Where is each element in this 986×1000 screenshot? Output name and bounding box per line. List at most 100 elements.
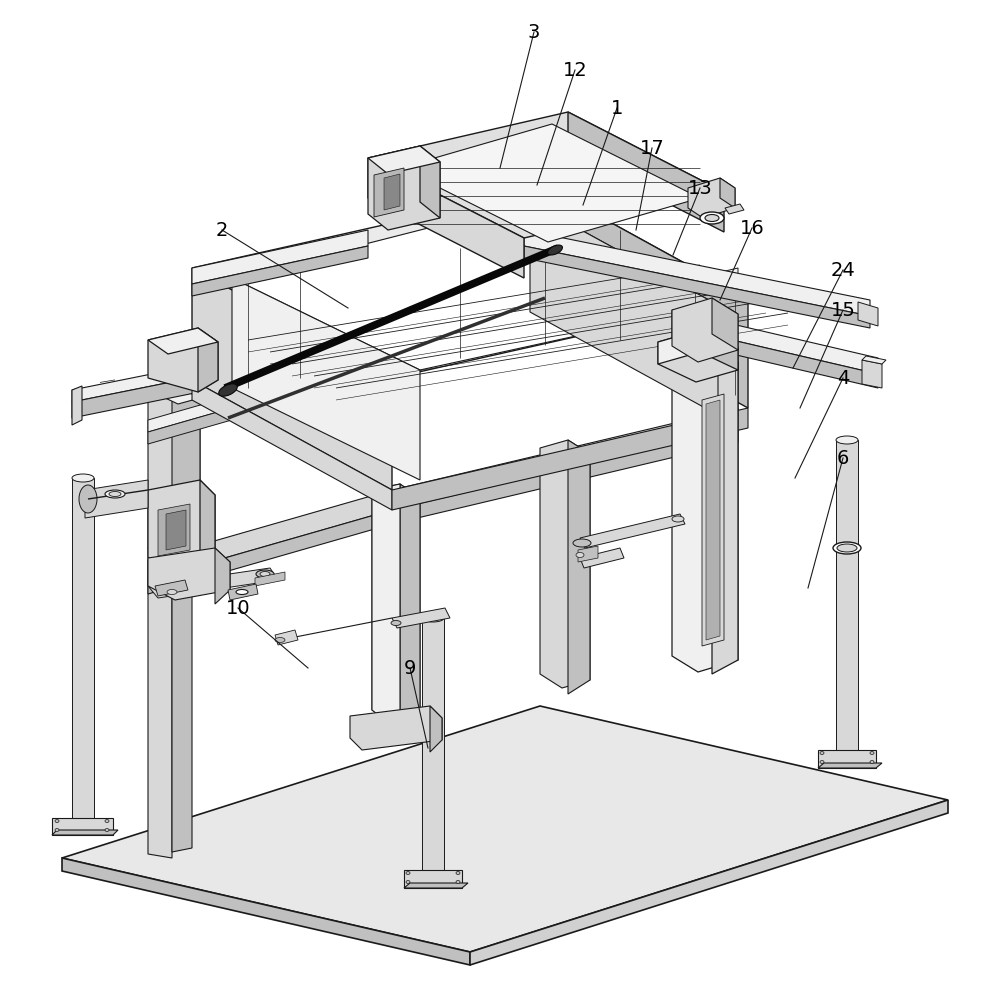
Polygon shape	[568, 440, 590, 694]
Polygon shape	[404, 870, 462, 888]
Polygon shape	[228, 584, 258, 600]
Polygon shape	[200, 480, 215, 577]
Polygon shape	[712, 346, 738, 674]
Polygon shape	[368, 146, 440, 230]
Ellipse shape	[391, 620, 401, 626]
Polygon shape	[148, 328, 218, 392]
Polygon shape	[688, 178, 735, 218]
Polygon shape	[392, 608, 450, 628]
Ellipse shape	[167, 589, 177, 594]
Text: 1: 1	[610, 99, 623, 117]
Ellipse shape	[79, 485, 97, 513]
Polygon shape	[155, 580, 188, 596]
Text: 12: 12	[563, 60, 588, 80]
Polygon shape	[52, 830, 118, 835]
Polygon shape	[368, 146, 440, 174]
Polygon shape	[672, 298, 738, 362]
Ellipse shape	[833, 542, 861, 554]
Ellipse shape	[72, 474, 94, 482]
Polygon shape	[706, 400, 720, 640]
Polygon shape	[192, 246, 368, 296]
Polygon shape	[392, 408, 738, 510]
Polygon shape	[862, 360, 882, 388]
Ellipse shape	[836, 436, 858, 444]
Ellipse shape	[870, 760, 874, 764]
Polygon shape	[148, 490, 392, 580]
Ellipse shape	[837, 544, 857, 552]
Polygon shape	[148, 328, 218, 354]
Polygon shape	[672, 310, 878, 374]
Ellipse shape	[72, 821, 94, 829]
Text: 17: 17	[640, 138, 665, 157]
Polygon shape	[702, 394, 724, 646]
Polygon shape	[172, 542, 192, 852]
Polygon shape	[712, 298, 738, 350]
Ellipse shape	[700, 212, 724, 224]
Polygon shape	[62, 858, 470, 965]
Polygon shape	[400, 484, 420, 732]
Polygon shape	[148, 350, 392, 432]
Polygon shape	[672, 346, 738, 672]
Polygon shape	[148, 510, 392, 594]
Polygon shape	[836, 440, 858, 758]
Text: 24: 24	[830, 260, 856, 279]
Text: 2: 2	[216, 221, 228, 239]
Ellipse shape	[836, 754, 858, 762]
Polygon shape	[420, 146, 440, 218]
Polygon shape	[72, 478, 94, 825]
Polygon shape	[148, 362, 392, 444]
Polygon shape	[372, 484, 400, 732]
Polygon shape	[192, 268, 392, 490]
Polygon shape	[548, 188, 748, 408]
Text: 6: 6	[837, 448, 849, 468]
Polygon shape	[658, 330, 700, 364]
Polygon shape	[148, 384, 200, 404]
Polygon shape	[192, 380, 392, 510]
Polygon shape	[568, 112, 724, 232]
Ellipse shape	[105, 820, 109, 822]
Polygon shape	[524, 246, 870, 328]
Polygon shape	[658, 330, 738, 382]
Text: 4: 4	[837, 368, 849, 387]
Polygon shape	[192, 188, 748, 378]
Polygon shape	[215, 548, 230, 604]
Polygon shape	[858, 302, 878, 326]
Polygon shape	[232, 278, 420, 480]
Polygon shape	[372, 484, 420, 724]
Polygon shape	[430, 706, 442, 752]
Polygon shape	[72, 386, 82, 425]
Polygon shape	[540, 440, 590, 688]
Polygon shape	[580, 548, 624, 568]
Text: 15: 15	[830, 300, 856, 320]
Polygon shape	[192, 230, 368, 284]
Polygon shape	[158, 504, 190, 556]
Text: 16: 16	[740, 219, 764, 237]
Polygon shape	[72, 330, 430, 418]
Ellipse shape	[422, 614, 444, 622]
Ellipse shape	[260, 572, 270, 576]
Ellipse shape	[820, 760, 824, 764]
Polygon shape	[62, 706, 948, 952]
Polygon shape	[85, 480, 148, 518]
Polygon shape	[255, 572, 285, 586]
Ellipse shape	[109, 491, 121, 496]
Polygon shape	[368, 158, 524, 278]
Polygon shape	[148, 548, 230, 600]
Polygon shape	[720, 178, 735, 208]
Ellipse shape	[236, 589, 248, 594]
Polygon shape	[148, 384, 200, 562]
Polygon shape	[148, 538, 192, 552]
Polygon shape	[392, 280, 738, 374]
Polygon shape	[862, 356, 886, 364]
Polygon shape	[725, 204, 744, 214]
Polygon shape	[232, 202, 718, 370]
Polygon shape	[275, 630, 298, 645]
Ellipse shape	[573, 539, 591, 547]
Ellipse shape	[219, 384, 238, 396]
Ellipse shape	[547, 245, 562, 255]
Text: 3: 3	[528, 22, 540, 41]
Ellipse shape	[456, 880, 460, 884]
Text: 10: 10	[226, 598, 250, 617]
Polygon shape	[422, 618, 444, 878]
Ellipse shape	[55, 828, 59, 832]
